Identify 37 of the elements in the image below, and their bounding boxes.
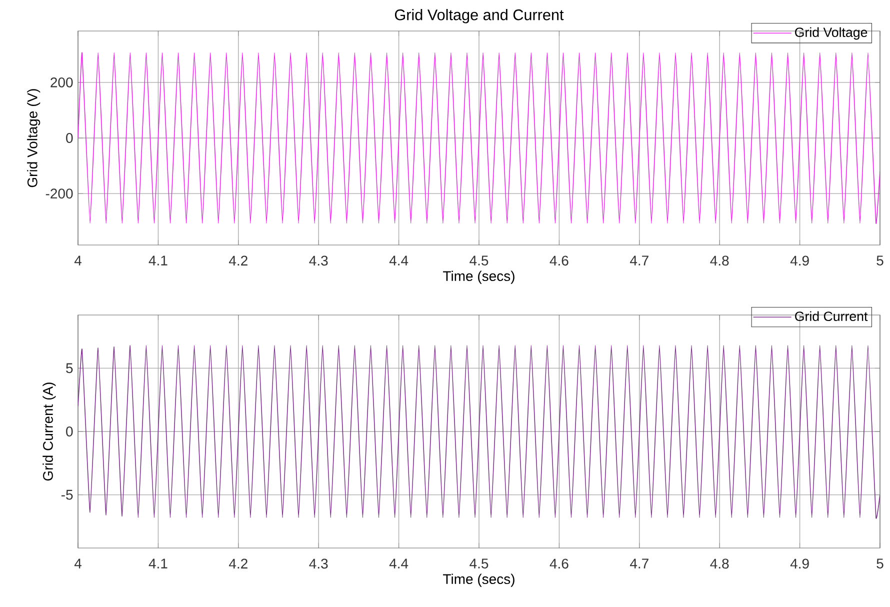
series-label: Grid Current: [795, 311, 868, 322]
x-tick-label: 4.5: [470, 558, 488, 568]
x-tick-label: 5: [876, 256, 884, 266]
x-tick-label: 4.7: [630, 558, 648, 568]
x-tick-label: 4.9: [790, 256, 809, 266]
x-tick-label: 4.5: [470, 256, 488, 266]
x-tick-label: 4.4: [389, 256, 408, 266]
y-tick-label: -5: [61, 490, 73, 500]
series-label: Grid Voltage: [795, 27, 868, 40]
x-tick-label: 4.2: [228, 558, 248, 568]
x-tick-label: 4.8: [710, 558, 729, 569]
x-tick-label: 4.4: [389, 558, 408, 568]
y-tick-label: 200: [50, 77, 73, 88]
chart-title: Grid Voltage and Current: [394, 9, 564, 24]
line-series: [78, 344, 880, 518]
y-tick-label: 5: [66, 363, 73, 374]
y-axis-title: Grid Current (A): [42, 382, 56, 481]
x-tick-label: 5: [876, 558, 884, 568]
x-tick-label: 4.3: [309, 256, 328, 266]
x-tick-label: 4: [74, 256, 82, 266]
x-tick-label: 4.1: [148, 256, 168, 266]
x-tick-label: 4.2: [228, 256, 248, 266]
x-tick-label: 4.1: [148, 558, 168, 568]
x-tick-label: 4.9: [790, 558, 809, 569]
y-tick-label: 0: [66, 133, 73, 143]
y-tick-label: -200: [46, 188, 73, 199]
line-series: [78, 52, 880, 224]
x-tick-label: 4.6: [550, 558, 568, 569]
x-axis-title: Time (secs): [443, 270, 514, 284]
x-tick-label: 4.7: [630, 256, 648, 266]
x-tick-label: 4.6: [550, 256, 568, 266]
x-axis-title: Time (secs): [443, 574, 514, 587]
y-axis-title: Grid Voltage (V): [27, 89, 40, 188]
y-tick-label: 0: [66, 426, 73, 436]
x-tick-label: 4: [74, 558, 82, 568]
x-tick-label: 4.8: [710, 256, 729, 266]
x-tick-label: 4.3: [309, 558, 328, 569]
